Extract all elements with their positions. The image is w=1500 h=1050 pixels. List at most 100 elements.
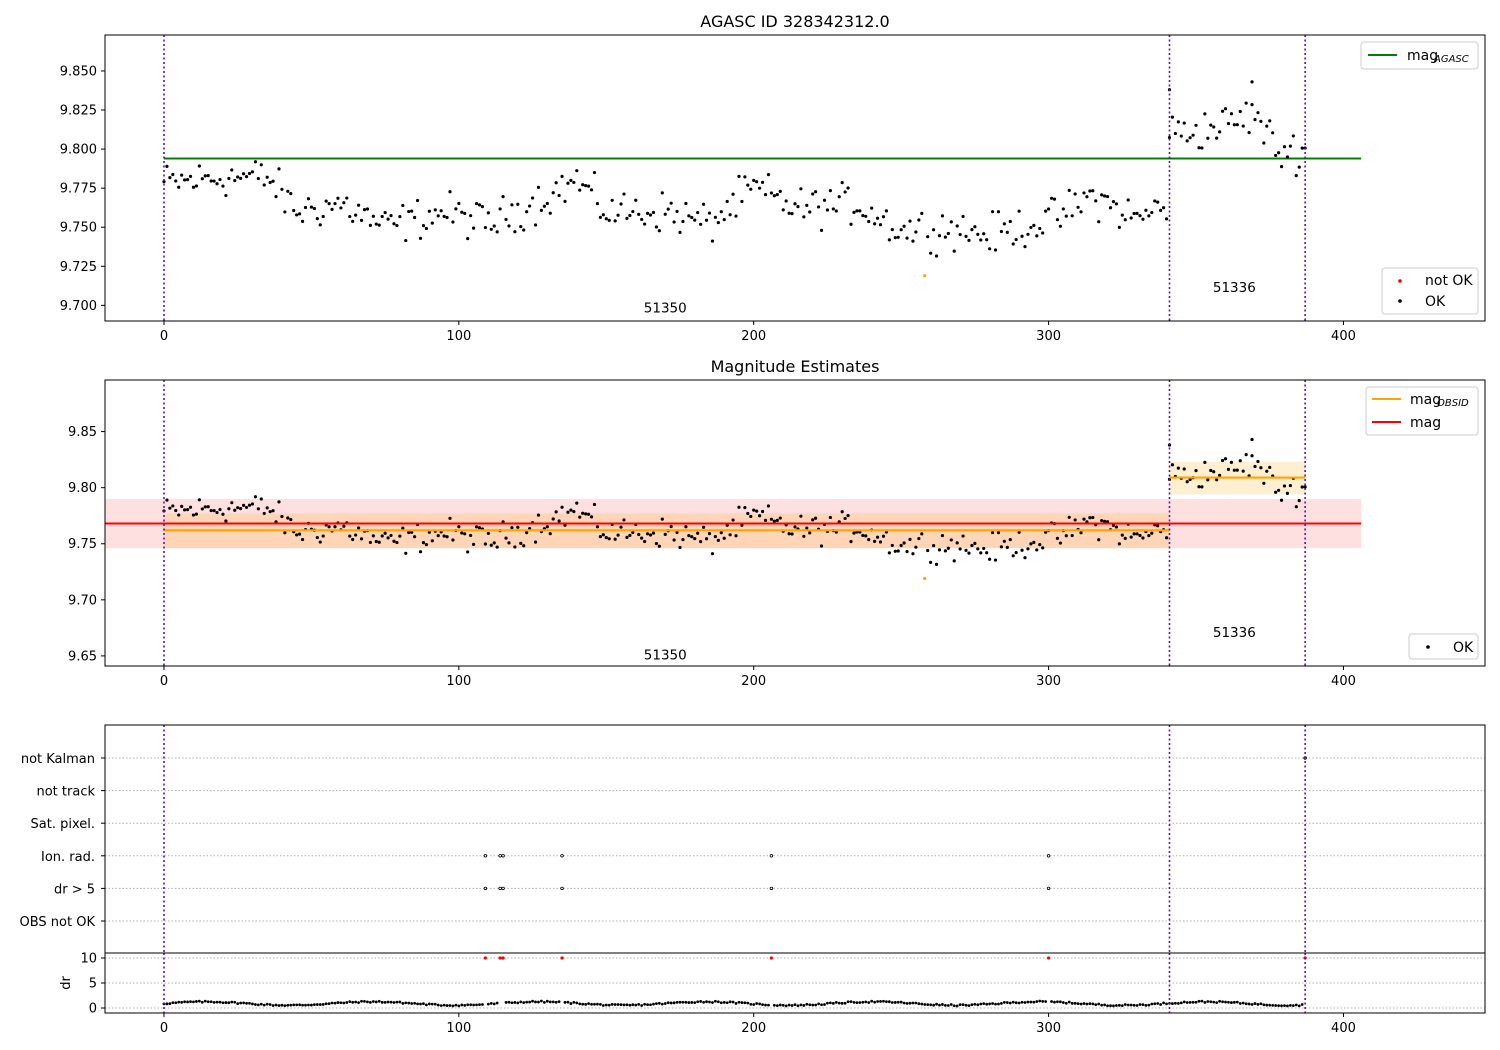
ok-point (949, 220, 953, 224)
ok-point (1176, 120, 1180, 124)
ok-point (1067, 515, 1071, 519)
agasc-plot-area (162, 35, 1362, 321)
dr-point (767, 1003, 770, 1007)
dr-point (743, 1001, 747, 1005)
legend-mag-label: mag (1410, 415, 1441, 431)
ok-point (551, 191, 555, 195)
dr-point (657, 1001, 661, 1005)
dr-point (1241, 1001, 1245, 1005)
dr-point (988, 1002, 992, 1006)
ok-point (206, 505, 210, 509)
ok-point (200, 177, 204, 181)
dr-point (569, 1002, 573, 1005)
ok-point (250, 502, 255, 506)
ok-point (601, 533, 605, 537)
dr-point (1262, 1003, 1266, 1007)
ok-point (1076, 205, 1080, 209)
ok-point (1206, 478, 1210, 482)
ok-point (241, 172, 246, 176)
ok-point (339, 206, 343, 210)
ok-point (622, 192, 626, 196)
ok-point (413, 535, 417, 539)
ok-point (1276, 488, 1281, 492)
ok-point (752, 178, 756, 182)
dr-point (885, 1000, 888, 1004)
ok-point (920, 211, 924, 216)
dr-point (1041, 999, 1045, 1003)
dr-point (890, 1001, 894, 1004)
dr-point (908, 1001, 912, 1005)
ok-point (241, 503, 246, 507)
ok-point (837, 195, 841, 199)
y-tick-label: 9.825 (60, 104, 97, 119)
ok-point (362, 208, 367, 212)
dr-point (333, 1001, 337, 1005)
ok-point (743, 175, 747, 179)
dr-point (324, 1002, 328, 1006)
ok-point (760, 180, 765, 184)
ok-point (940, 533, 945, 538)
ok-point (586, 512, 591, 516)
y-tick-label: 9.70 (68, 593, 97, 608)
ok-point (961, 534, 965, 538)
ok-point (1250, 103, 1254, 107)
ok-point (407, 209, 411, 214)
ok-point (401, 203, 405, 208)
ok-point (188, 505, 193, 509)
dr-point (274, 1003, 278, 1007)
dr-point (283, 1004, 287, 1008)
flag-category-label: Ion. rad. (41, 850, 95, 865)
ok-point (262, 183, 266, 187)
dr-point (979, 1002, 983, 1006)
dr-point (531, 999, 534, 1003)
ok-point (875, 535, 880, 539)
ok-point (988, 247, 992, 251)
dr-point (1014, 1001, 1018, 1005)
ok-point (1017, 209, 1021, 213)
dr-point (604, 1003, 608, 1007)
ok-point (607, 218, 611, 222)
ok-point (701, 202, 706, 206)
dr-point (1073, 1001, 1077, 1005)
dr-point (1215, 1001, 1219, 1005)
ok-point (1020, 548, 1024, 552)
dr-point (1159, 1003, 1163, 1006)
ok-point (1256, 459, 1260, 464)
x-tick-label: 400 (1331, 674, 1356, 689)
ok-point (1191, 133, 1195, 137)
ok-point (755, 509, 759, 513)
ok-point (766, 173, 771, 177)
dr-point (1206, 1000, 1210, 1003)
ok-point (710, 239, 715, 243)
dr-point (177, 1000, 181, 1004)
ok-point (967, 238, 971, 242)
ok-point (356, 203, 361, 207)
ok-point (513, 545, 517, 549)
ok-point (445, 215, 449, 220)
estimates-obsid-label-51350: 51350 (644, 647, 687, 663)
ok-point (486, 531, 490, 536)
dr-point (289, 1003, 293, 1007)
ok-point (979, 238, 983, 242)
ok-point (483, 542, 487, 546)
dr-point (404, 1001, 408, 1005)
dr-point (563, 1000, 567, 1004)
dr-point (1103, 1003, 1107, 1007)
ok-point (445, 535, 449, 539)
ok-point (557, 519, 561, 523)
ok-point (457, 525, 461, 529)
dr-point (1106, 1004, 1109, 1008)
ok-point (613, 219, 617, 223)
ok-point (1147, 534, 1151, 538)
ok-point (946, 231, 950, 236)
dr-ylabel: dr (59, 976, 74, 990)
ok-point (356, 526, 361, 530)
ok-point (657, 229, 661, 233)
dr-point (837, 1001, 841, 1005)
ok-point (1035, 548, 1039, 552)
ok-point (961, 214, 965, 219)
ok-point (1120, 533, 1124, 537)
ok-point (477, 526, 482, 530)
ok-point (743, 505, 747, 510)
ok-point (519, 225, 523, 229)
